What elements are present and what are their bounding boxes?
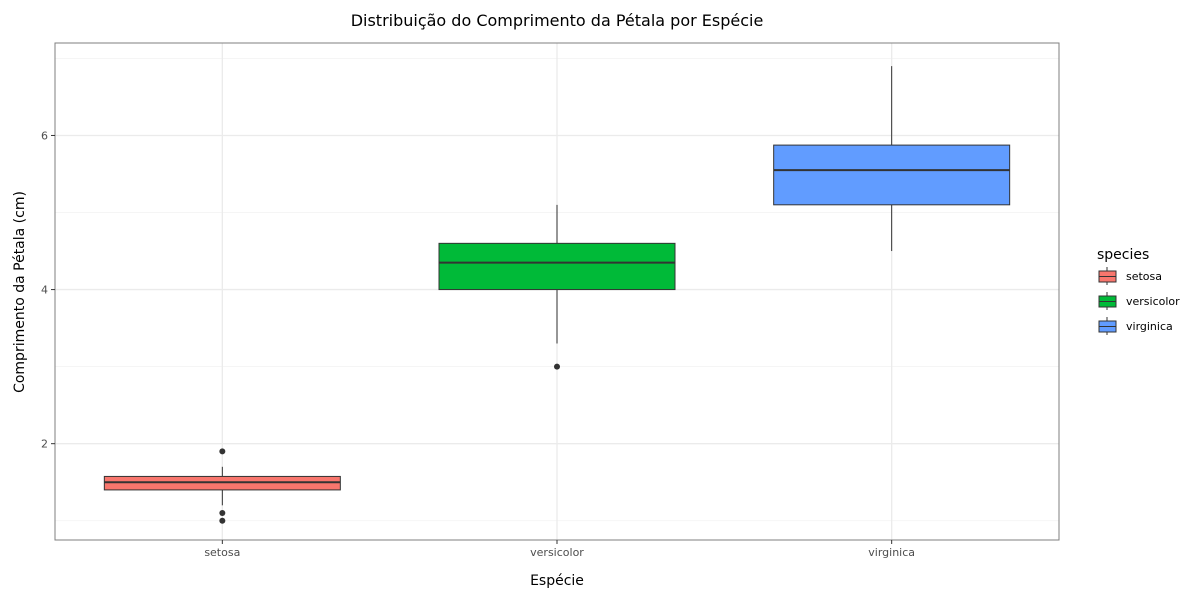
legend-item-versicolor: versicolor: [1098, 292, 1180, 310]
legend-item-setosa: setosa: [1098, 267, 1162, 285]
y-tick-label: 4: [41, 284, 48, 297]
outlier-point: [219, 517, 226, 524]
box-body: [438, 242, 676, 291]
plot-panel: 2 4 6 setosa versicolor virginica: [41, 42, 1060, 559]
y-tick-label: 2: [41, 438, 48, 451]
legend-item-virginica: virginica: [1098, 317, 1173, 335]
x-tick-label: virginica: [868, 546, 915, 559]
box-virginica: [773, 66, 1011, 252]
outlier-point: [554, 363, 560, 370]
legend-label: virginica: [1126, 320, 1173, 333]
y-axis-title: Comprimento da Pétala (cm): [12, 191, 28, 393]
chart-title: Distribuição do Comprimento da Pétala po…: [351, 11, 764, 30]
legend-label: versicolor: [1126, 295, 1180, 308]
x-axis-title: Espécie: [530, 573, 584, 589]
legend: species setosa versicolor virginica: [1097, 247, 1180, 335]
legend-label: setosa: [1126, 270, 1162, 283]
x-tick-label: versicolor: [530, 546, 584, 559]
y-tick-label: 6: [41, 129, 48, 142]
box-body: [773, 144, 1011, 206]
outlier-point: [219, 448, 226, 455]
outlier-point: [219, 510, 226, 517]
box-setosa: [103, 448, 341, 524]
box-versicolor: [438, 204, 676, 370]
x-tick-label: setosa: [204, 546, 240, 559]
legend-title: species: [1097, 247, 1149, 263]
